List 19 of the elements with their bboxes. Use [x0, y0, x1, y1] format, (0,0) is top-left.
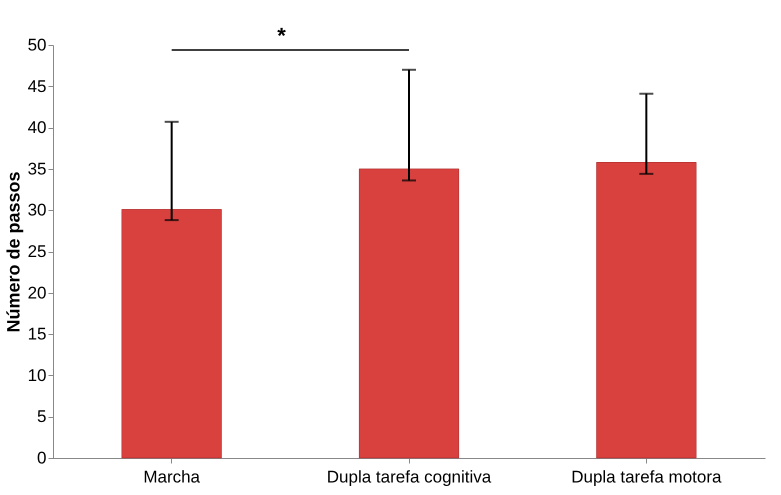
y-tick-label: 5 [37, 407, 46, 426]
y-tick-label: 30 [28, 200, 46, 220]
y-tick-label: 35 [28, 159, 46, 178]
y-tick-label: 40 [28, 118, 46, 138]
y-tick-label: 15 [28, 324, 46, 344]
y-tick-label: 10 [28, 366, 46, 385]
bar [596, 162, 696, 458]
y-tick-label: 20 [28, 283, 46, 302]
y-tick-label: 0 [37, 448, 46, 468]
y-tick-label: 25 [28, 242, 46, 261]
annotation: * [277, 23, 286, 48]
y-tick-label: 50 [28, 36, 46, 54]
x-tick-label: Marcha [143, 468, 201, 486]
x-tick-label: Dupla tarefa cognitiva [326, 468, 492, 486]
y-axis-title: Número de passos [4, 171, 24, 333]
y-tick-label: 45 [28, 76, 46, 96]
x-tick-label: Dupla tarefa motora [571, 468, 722, 486]
bar [358, 168, 460, 458]
bar [122, 209, 222, 458]
